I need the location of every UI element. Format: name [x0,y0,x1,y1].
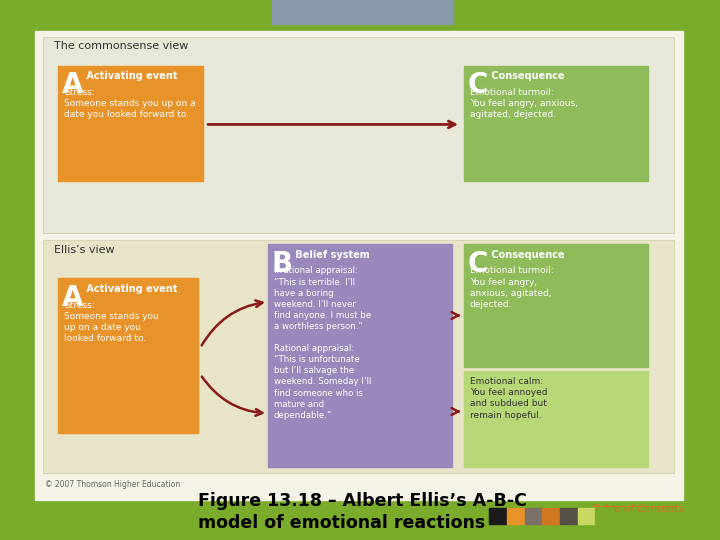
Text: Stress:
Someone stands you up on a
date you looked forward to.: Stress: Someone stands you up on a date … [64,88,196,119]
Text: Consequence: Consequence [488,250,565,260]
FancyBboxPatch shape [268,244,452,467]
FancyBboxPatch shape [272,0,453,24]
Text: Emotional turmoil:
You feel angry, anxious,
agitated, dejected.: Emotional turmoil: You feel angry, anxio… [469,88,577,119]
Text: The commonsense view: The commonsense view [54,41,189,51]
FancyBboxPatch shape [542,509,560,524]
Text: Irrational appraisal:
“This is terrible. I’ll
have a boring
weekend. I’ll never
: Irrational appraisal: “This is terrible.… [274,266,371,420]
Text: Emotional turmoil:
You feel angry,
anxious, agitated,
dejected.: Emotional turmoil: You feel angry, anxio… [469,266,554,309]
Text: © 2007 Thomson Higher Education: © 2007 Thomson Higher Education [45,480,180,489]
Text: Ellis’s view: Ellis’s view [54,245,115,255]
Text: Table of Contents: Table of Contents [593,504,684,514]
Text: Consequence: Consequence [488,71,565,80]
Text: Activating event: Activating event [83,284,177,294]
Text: C: C [468,71,488,98]
FancyBboxPatch shape [42,37,675,233]
FancyBboxPatch shape [464,372,648,467]
FancyBboxPatch shape [577,509,595,524]
FancyBboxPatch shape [58,66,203,181]
FancyBboxPatch shape [464,66,648,181]
FancyBboxPatch shape [464,244,648,367]
Text: Figure 13.18 – Albert Ellis’s A-B-C
model of emotional reactions: Figure 13.18 – Albert Ellis’s A-B-C mode… [198,492,527,532]
Text: C: C [468,250,488,278]
FancyBboxPatch shape [35,31,683,500]
Text: A: A [62,284,84,312]
FancyBboxPatch shape [560,509,577,524]
FancyBboxPatch shape [7,0,713,529]
FancyBboxPatch shape [507,509,525,524]
FancyBboxPatch shape [595,509,613,524]
FancyBboxPatch shape [490,509,507,524]
FancyBboxPatch shape [42,240,675,473]
Text: Emotional calm:
You feel annoyed
and subdued but
remain hopeful.: Emotional calm: You feel annoyed and sub… [469,377,547,420]
Text: Belief system: Belief system [292,250,370,260]
Text: Activating event: Activating event [83,71,177,80]
FancyBboxPatch shape [58,278,198,433]
Text: A: A [62,71,84,98]
FancyBboxPatch shape [525,509,542,524]
Text: B: B [272,250,293,278]
Text: Stress:
Someone stands you
up on a date you
looked forward to.: Stress: Someone stands you up on a date … [64,301,159,343]
